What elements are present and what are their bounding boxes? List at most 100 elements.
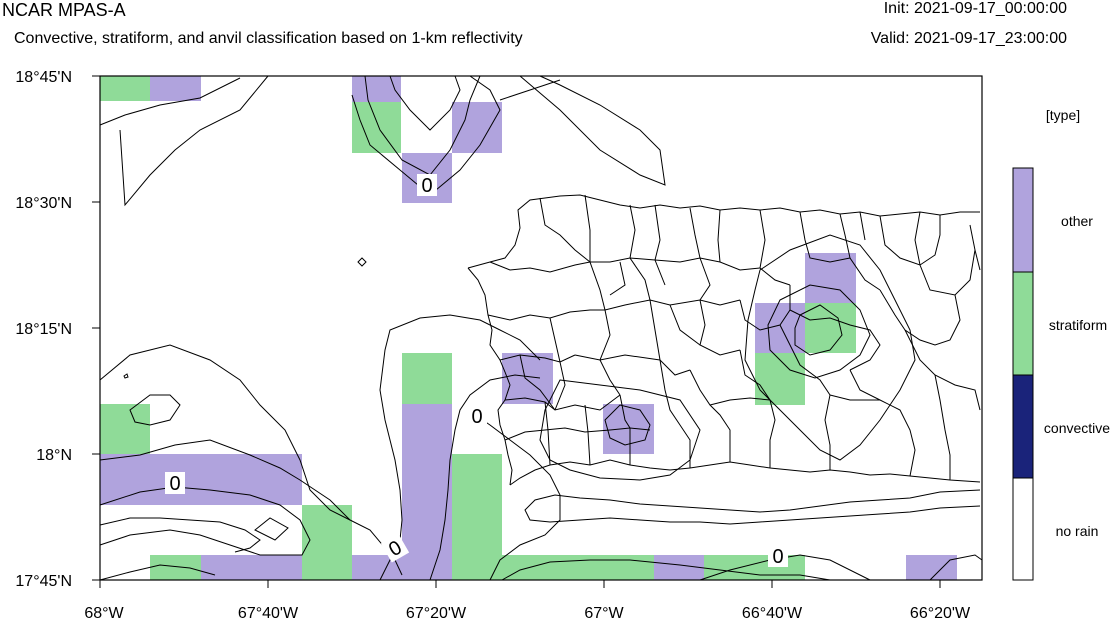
municipal-boundary <box>599 309 621 396</box>
contour-line <box>99 77 241 126</box>
y-tick-label: 18°N <box>36 447 72 464</box>
cell-other <box>906 555 957 580</box>
contour-labels: 0 0 0 0 0 <box>165 174 788 568</box>
municipal-boundary <box>689 369 731 462</box>
municipal-boundary <box>539 197 591 263</box>
cell-stratiform <box>755 353 805 405</box>
municipal-boundary <box>789 309 881 371</box>
municipal-boundary <box>879 289 961 346</box>
municipal-boundary <box>504 427 651 441</box>
contour-line <box>99 344 403 576</box>
municipal-boundary <box>574 354 661 361</box>
contour-line <box>699 554 871 581</box>
cell-other <box>402 404 452 580</box>
cell-other <box>654 555 704 580</box>
x-tick-label: 67°40'W <box>238 605 299 622</box>
coastline-and-municipalities <box>123 194 981 525</box>
cell-stratiform <box>100 404 150 454</box>
colorbar-label: other <box>1061 213 1093 229</box>
municipal-boundary <box>584 404 591 466</box>
cell-other <box>201 555 302 580</box>
contour-label: 0 <box>169 473 180 495</box>
municipal-boundary <box>499 354 576 363</box>
reflectivity-contours <box>99 75 983 581</box>
colorbar-swatch-convective <box>1013 375 1033 478</box>
municipal-boundary <box>779 324 831 470</box>
cell-other <box>755 303 805 353</box>
classification-cells <box>100 76 957 580</box>
contour-line <box>794 304 843 356</box>
contour-line <box>129 394 181 426</box>
y-ticks <box>92 75 100 581</box>
municipal-boundary <box>609 261 626 296</box>
contour-label-box <box>768 545 788 567</box>
colorbar-title: [type] <box>1046 107 1080 123</box>
figure-title: NCAR MPAS-A <box>2 0 126 20</box>
north-coastline <box>467 194 980 269</box>
colorbar: [type] other stratiform convective no ra… <box>1012 107 1110 581</box>
x-tick-label: 66°40'W <box>742 605 803 622</box>
contour-line <box>389 75 461 131</box>
x-tick-label: 67°20'W <box>406 605 467 622</box>
figure-subtitle: Convective, stratiform, and anvil classi… <box>14 30 523 47</box>
contour-line <box>467 409 561 581</box>
vieques-island <box>524 489 981 525</box>
contour-line <box>379 314 541 581</box>
islet <box>357 257 367 267</box>
municipal-boundary <box>839 213 881 291</box>
y-tick-label: 18°45'N <box>15 69 72 86</box>
municipal-boundary <box>649 299 691 376</box>
x-tick-label: 66°20'W <box>910 605 971 622</box>
cell-stratiform <box>805 303 856 353</box>
islet <box>123 373 129 379</box>
municipal-boundary <box>759 209 791 286</box>
cell-stratiform <box>100 76 150 101</box>
colorbar-label: no rain <box>1056 523 1099 539</box>
x-tick-labels: 68°W 67°40'W 67°20'W 67°W 66°40'W 66°20'… <box>84 605 971 622</box>
contour-label-box <box>417 174 437 196</box>
municipal-boundary <box>699 299 741 356</box>
municipal-boundary <box>859 211 866 241</box>
municipal-boundary <box>739 285 791 331</box>
contour-line <box>929 554 983 581</box>
x-tick-label: 67°W <box>584 605 624 622</box>
contour-line <box>254 517 289 541</box>
cell-stratiform <box>502 555 654 580</box>
municipal-boundary <box>974 249 981 271</box>
y-tick-label: 17°45'N <box>15 573 72 590</box>
cell-other <box>352 76 401 102</box>
colorbar-swatch-other <box>1013 168 1033 272</box>
municipal-boundary <box>717 209 761 271</box>
contour-line <box>499 79 561 101</box>
municipal-boundary <box>849 369 916 477</box>
municipal-boundary <box>629 204 651 301</box>
colorbar-label: convective <box>1044 420 1110 436</box>
municipal-boundary <box>549 317 566 411</box>
cell-stratiform <box>402 353 452 404</box>
contour-line <box>99 439 351 521</box>
municipal-boundary <box>489 257 721 273</box>
municipal-boundary <box>904 329 981 411</box>
contour-line <box>519 75 666 186</box>
contour-label: 0 <box>421 175 432 197</box>
cell-other <box>150 76 201 101</box>
municipal-boundary <box>584 194 606 311</box>
municipal-boundary <box>669 304 701 346</box>
contour-label: 0 <box>471 406 482 428</box>
municipal-boundary <box>914 211 976 296</box>
west-coastline <box>467 267 513 486</box>
cell-other <box>603 404 654 454</box>
municipal-boundary <box>659 359 691 468</box>
valid-time: Valid: 2021-09-17_23:00:00 <box>870 30 1067 47</box>
contour-line <box>744 234 916 461</box>
contour-line <box>99 486 311 556</box>
contour-line <box>604 404 651 446</box>
y-tick-label: 18°30'N <box>15 195 72 212</box>
y-tick-label: 18°15'N <box>15 321 72 338</box>
contour-label-box <box>165 472 185 494</box>
x-tick-label: 68°W <box>84 605 124 622</box>
municipal-boundary <box>799 211 851 263</box>
contour-line <box>501 559 831 581</box>
cell-stratiform <box>302 505 352 580</box>
